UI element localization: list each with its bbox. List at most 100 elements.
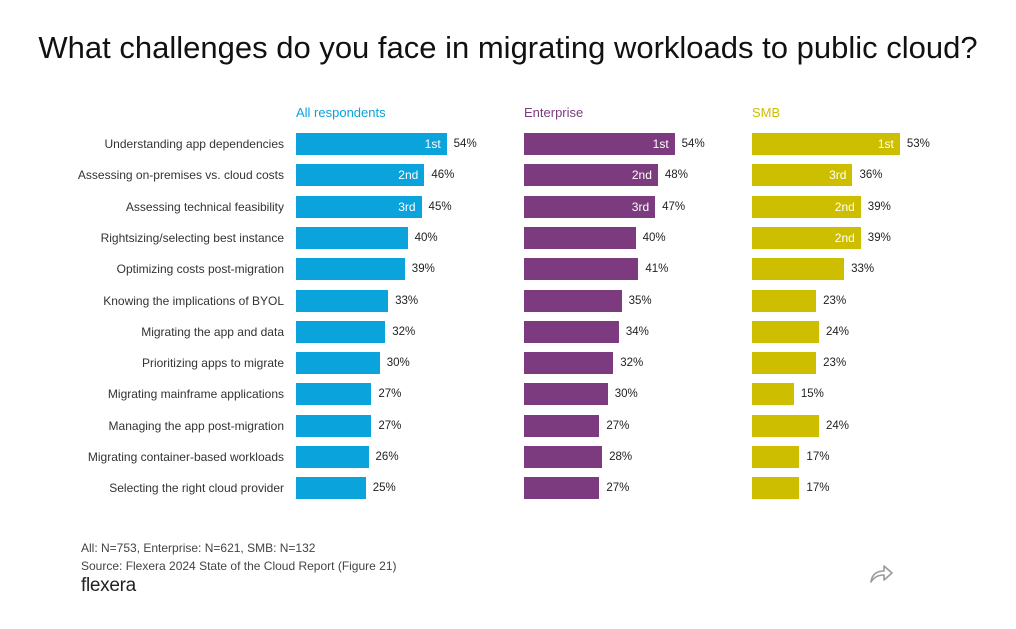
- series-title: All respondents: [296, 105, 386, 120]
- rank-label: 3rd: [398, 199, 416, 214]
- bar: [752, 477, 800, 500]
- category-label: Prioritizing apps to migrate: [141, 356, 284, 371]
- category-label: Migrating mainframe applications: [107, 387, 284, 402]
- bar: [752, 289, 817, 312]
- sample-size-note: All: N=753, Enterprise: N=621, SMB: N=13…: [81, 541, 316, 555]
- value-label: 40%: [414, 231, 438, 244]
- rank-label: 2nd: [834, 199, 855, 214]
- bar: [296, 383, 372, 406]
- bar: [752, 414, 819, 437]
- value-label: 15%: [800, 388, 824, 401]
- value-label: 47%: [662, 200, 686, 213]
- bar: [296, 258, 405, 281]
- bar: [524, 289, 622, 312]
- bar: [524, 352, 614, 375]
- rank-label: 1st: [877, 137, 894, 151]
- value-label: 54%: [681, 138, 705, 150]
- bar: 1st: [752, 133, 900, 155]
- bar: 2nd: [524, 164, 658, 187]
- bar: 1st: [524, 133, 675, 155]
- category-label: Assessing on-premises vs. cloud costs: [77, 168, 284, 183]
- value-label: 34%: [625, 325, 649, 338]
- bar: [296, 477, 366, 500]
- value-label: 24%: [825, 419, 849, 432]
- value-label: 17%: [806, 482, 830, 495]
- value-label: 33%: [395, 294, 419, 307]
- bar: [296, 289, 389, 312]
- rank-label: 2nd: [834, 230, 855, 245]
- value-label: 39%: [867, 200, 891, 213]
- category-label: Understanding app dependencies: [104, 137, 284, 151]
- share-arrow-icon[interactable]: [868, 562, 894, 584]
- bar: [524, 320, 619, 343]
- value-label: 35%: [628, 294, 652, 307]
- bar: 3rd: [524, 195, 656, 218]
- source-note: Source: Flexera 2024 State of the Cloud …: [81, 559, 397, 573]
- rank-label: 1st: [424, 137, 441, 151]
- value-label: 27%: [606, 419, 630, 432]
- rank-label: 2nd: [398, 168, 419, 183]
- value-label: 27%: [378, 419, 402, 432]
- chart-title: What challenges do you face in migrating…: [38, 30, 978, 65]
- value-label: 39%: [867, 231, 891, 244]
- bar: [524, 383, 608, 406]
- value-label: 39%: [411, 263, 435, 276]
- value-label: 24%: [825, 325, 849, 338]
- bar: [752, 352, 817, 375]
- bar: 3rd: [296, 195, 422, 218]
- bar: 2nd: [752, 195, 861, 218]
- rank-label: 1st: [652, 137, 669, 151]
- value-label: 32%: [620, 357, 644, 370]
- value-label: 17%: [806, 451, 830, 463]
- bar: [296, 414, 372, 437]
- value-label: 27%: [378, 388, 402, 401]
- value-label: 30%: [614, 388, 638, 401]
- category-label: Rightsizing/selecting best instance: [100, 230, 284, 245]
- value-label: 25%: [372, 482, 396, 495]
- value-label: 28%: [609, 451, 633, 463]
- rank-label: 2nd: [631, 168, 652, 183]
- series-title: Enterprise: [524, 105, 584, 120]
- category-label: Migrating container-based workloads: [87, 450, 284, 464]
- value-label: 23%: [823, 294, 847, 307]
- value-label: 32%: [392, 325, 416, 338]
- bar: [524, 258, 639, 281]
- category-label: Assessing technical feasibility: [125, 199, 284, 214]
- value-label: 36%: [859, 169, 883, 182]
- flexera-logo: flexera: [81, 575, 136, 596]
- bar: [524, 446, 603, 468]
- category-label: Managing the app post-migration: [108, 418, 284, 433]
- bar: 2nd: [296, 164, 425, 187]
- value-label: 54%: [453, 138, 477, 150]
- value-label: 27%: [606, 482, 630, 495]
- rank-label: 3rd: [631, 199, 650, 214]
- value-label: 41%: [645, 263, 669, 276]
- bar: [296, 320, 386, 343]
- bar: [752, 446, 800, 468]
- bar: [524, 414, 600, 437]
- category-label: Selecting the right cloud provider: [109, 481, 284, 496]
- bar: 2nd: [752, 226, 861, 249]
- value-label: 23%: [823, 357, 847, 370]
- bar: [296, 226, 408, 249]
- value-label: 33%: [851, 263, 875, 276]
- value-label: 26%: [375, 451, 399, 463]
- value-label: 40%: [642, 231, 666, 244]
- value-label: 53%: [906, 138, 930, 150]
- bar: [752, 320, 819, 343]
- bar: [752, 383, 794, 406]
- bar: [296, 352, 380, 375]
- value-label: 46%: [431, 169, 455, 182]
- rank-label: 3rd: [829, 168, 847, 183]
- bar: [524, 226, 636, 249]
- series-title: SMB: [752, 105, 781, 120]
- bar: 1st: [296, 133, 447, 155]
- category-label: Optimizing costs post-migration: [116, 262, 284, 277]
- value-label: 45%: [428, 200, 452, 213]
- value-label: 48%: [664, 169, 688, 182]
- bar: [296, 446, 369, 468]
- bar: [524, 477, 600, 500]
- category-label: Knowing the implications of BYOL: [103, 293, 284, 308]
- bar: 3rd: [752, 164, 853, 187]
- bar: [752, 258, 845, 281]
